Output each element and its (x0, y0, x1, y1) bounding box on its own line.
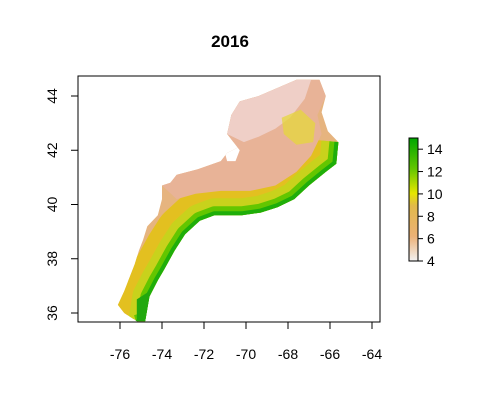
raster-layer (78, 76, 380, 324)
x-tick-label: -76 (110, 346, 130, 362)
x-tick-label: -74 (152, 346, 172, 362)
colorbar-label: 4 (427, 253, 435, 269)
colorbar-label: 6 (427, 231, 435, 247)
x-tick-label: -72 (194, 346, 214, 362)
x-tick-label: -70 (236, 346, 256, 362)
y-tick-label: 38 (44, 251, 60, 267)
y-axis: 36 38 40 42 44 (44, 88, 78, 321)
colorbar-label: 10 (427, 186, 443, 202)
y-tick-label: 44 (44, 88, 60, 104)
x-tick-label: -68 (278, 346, 298, 362)
plot-area (78, 76, 380, 324)
colorbar-legend: 4 6 8 10 12 14 (409, 138, 443, 269)
x-tick-label: -66 (320, 346, 340, 362)
x-tick-label: -64 (362, 346, 382, 362)
shelf-raster (78, 76, 380, 324)
y-tick-label: 36 (44, 305, 60, 321)
y-tick-label: 40 (44, 197, 60, 213)
colorbar-label: 8 (427, 208, 435, 224)
colorbar-ramp (409, 138, 418, 261)
colorbar-label: 12 (427, 164, 443, 180)
x-axis: -76 -74 -72 -70 -68 -66 -64 (110, 322, 382, 362)
y-tick-label: 42 (44, 142, 60, 158)
colorbar-label: 14 (427, 141, 443, 157)
plot-title: 2016 (211, 32, 249, 51)
